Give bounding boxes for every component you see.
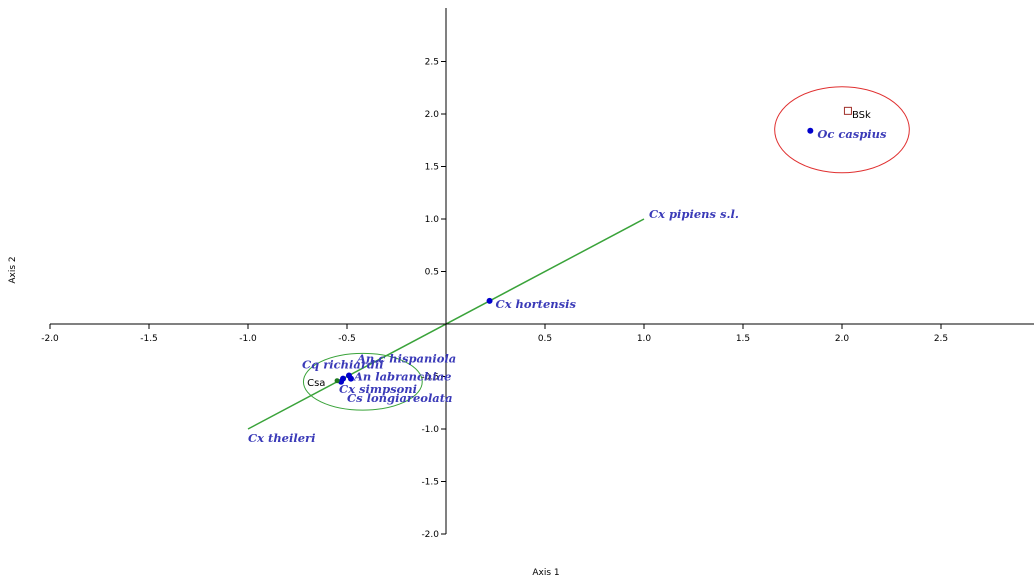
species-point [338, 378, 345, 385]
sample-square-marker [843, 106, 852, 115]
species-label: An.c hispaniola [356, 351, 456, 365]
y-tick-label: 2.0 [425, 110, 440, 120]
species-label: Cx hortensis [496, 297, 577, 311]
y-tick-label: 2.5 [425, 58, 439, 68]
y-tick-label: 1.5 [425, 163, 439, 173]
species-label: Cs longiareolata [347, 391, 453, 405]
group-ellipse [774, 86, 910, 174]
ticks-layer: -2.0 -1.5 -1.0 -0.5 0.5 1.0 1.5 2.0 2.5 2.5 2.0 1.5… [41, 58, 948, 541]
sample-label: Csa [307, 378, 325, 389]
group-ellipse [302, 352, 423, 411]
y-tick-label: -0.5 [421, 373, 439, 383]
y-tick-label: -1.5 [421, 478, 439, 488]
x-tick-label: 1.5 [736, 334, 750, 344]
x-axis-title: Axis 1 [532, 568, 559, 578]
x-tick-label: -1.5 [140, 334, 158, 344]
sample-label: BSk [852, 110, 871, 121]
x-tick-label: -0.5 [338, 334, 356, 344]
ellipses-layer [302, 86, 910, 411]
y-tick-label: -1.0 [421, 425, 439, 435]
species-point [347, 375, 354, 382]
x-tick-label: 2.0 [835, 334, 850, 344]
axes-layer [50, 8, 1034, 534]
y-tick-label: 0.5 [425, 268, 439, 278]
x-tick-label: 0.5 [538, 334, 552, 344]
species-point [486, 297, 493, 304]
species-point [807, 127, 814, 134]
x-tick-label: -2.0 [41, 334, 59, 344]
species-label: Oc caspius [817, 127, 887, 141]
sample-point [334, 378, 340, 384]
y-axis-title: Axis 2 [8, 256, 18, 283]
y-tick-label: 1.0 [425, 215, 440, 225]
x-tick-label: 1.0 [637, 334, 652, 344]
y-tick-label: -2.0 [421, 530, 439, 540]
species-label: Cx pipiens s.l. [649, 207, 739, 221]
species-label: Cq richiardii [302, 358, 384, 372]
labels-layer: Cx pipiens s.l. Cx hortensis Oc caspius Cx … [248, 110, 887, 445]
species-label: Cx theileri [248, 431, 315, 445]
species-label: Cx simpsoni [339, 382, 417, 396]
x-tick-label: 2.5 [934, 334, 948, 344]
x-tick-label: -1.0 [239, 334, 257, 344]
species-label: An labranchiae [353, 370, 452, 384]
points-layer [334, 106, 852, 385]
